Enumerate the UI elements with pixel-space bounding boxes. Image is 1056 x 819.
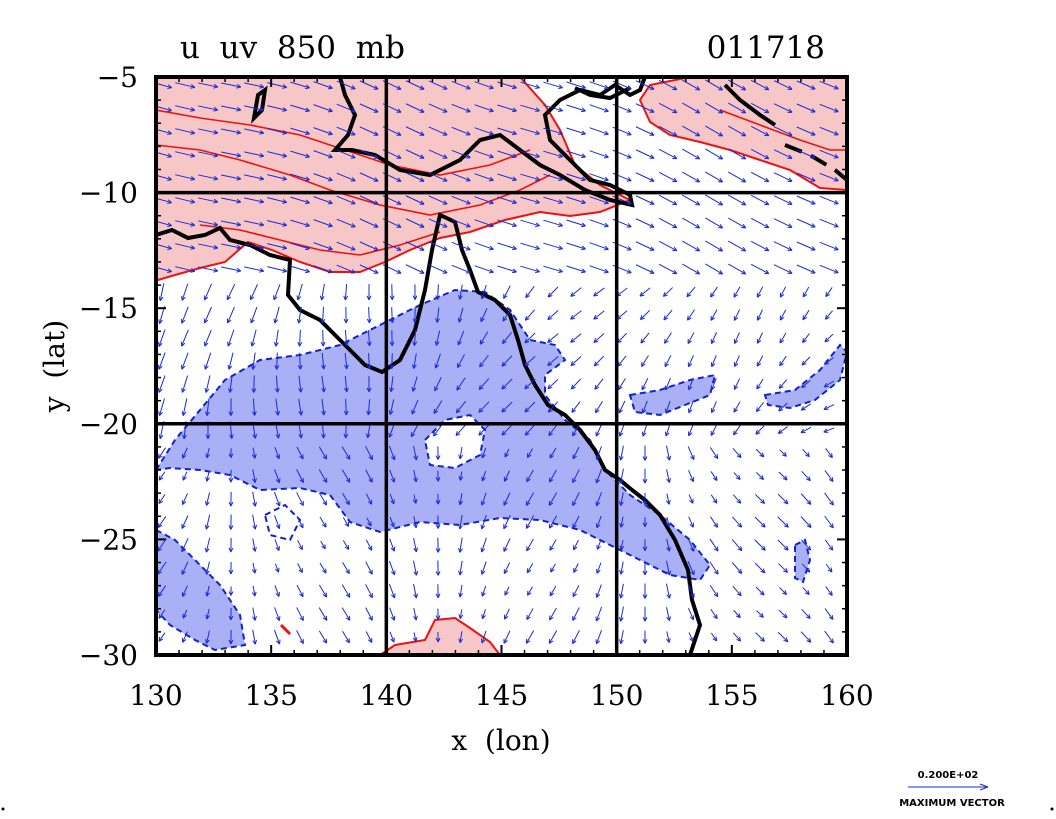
x-tick-label: 160 bbox=[820, 679, 873, 712]
x-tick-label: 150 bbox=[590, 679, 643, 712]
corner-dot-bottom-left bbox=[2, 808, 5, 811]
y-tick-label: −10 bbox=[79, 177, 138, 210]
y-tick-label: −15 bbox=[79, 292, 138, 325]
reference-vector-value: 0.200E+02 bbox=[918, 770, 979, 781]
y-tick-label: −25 bbox=[79, 523, 138, 556]
reference-vector-legend: 0.200E+02 MAXIMUM VECTOR bbox=[899, 770, 1005, 809]
y-axis-label: y (lat) bbox=[38, 320, 71, 413]
x-tick-label: 140 bbox=[360, 679, 413, 712]
corner-dot-bottom-right bbox=[1051, 808, 1054, 811]
y-tick-label: −5 bbox=[97, 61, 138, 94]
x-tick-label: 155 bbox=[705, 679, 758, 712]
plot-area bbox=[156, 77, 847, 655]
y-tick-label: −20 bbox=[79, 408, 138, 441]
x-tick-label: 135 bbox=[244, 679, 297, 712]
x-tick-label: 130 bbox=[129, 679, 182, 712]
x-axis-label: x (lon) bbox=[451, 724, 550, 757]
x-axis-tick-labels: 130 135 140 145 150 155 160 bbox=[129, 679, 873, 712]
y-tick-label: −30 bbox=[79, 639, 138, 672]
chart-title-left: u uv 850 mb bbox=[180, 30, 405, 66]
chart-title-right: 011718 bbox=[707, 30, 825, 66]
x-tick-label: 145 bbox=[475, 679, 528, 712]
reference-vector-caption: MAXIMUM VECTOR bbox=[899, 798, 1005, 809]
y-axis-tick-labels: −5 −10 −15 −20 −25 −30 bbox=[79, 61, 138, 672]
